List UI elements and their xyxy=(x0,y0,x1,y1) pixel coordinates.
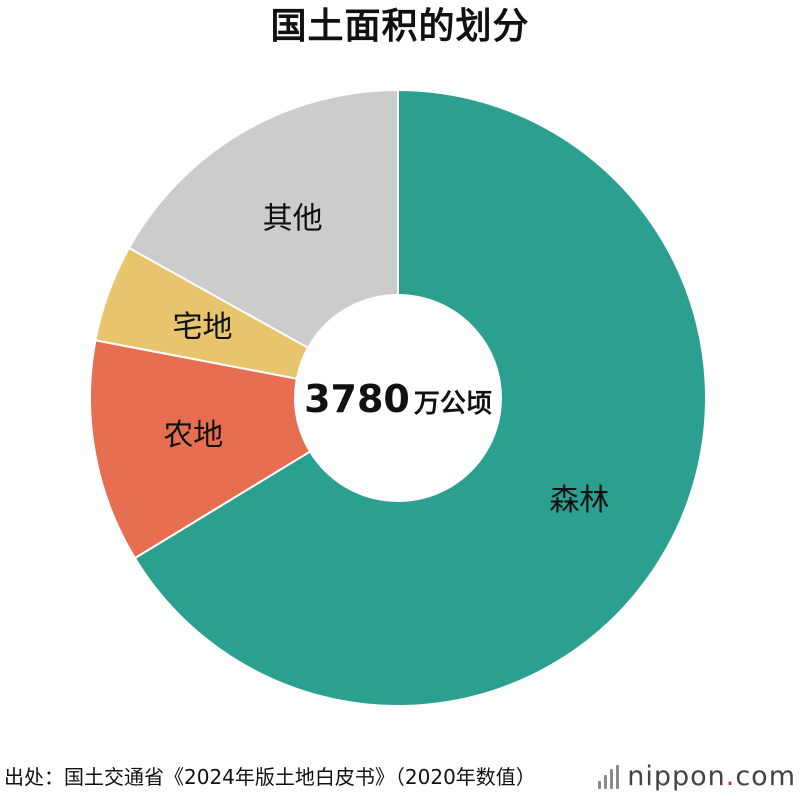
center-total-unit: 万公顷 xyxy=(414,389,492,419)
source-note: 出处：国土交通省《2024年版土地白皮书》（2020年数值） xyxy=(4,765,536,789)
slice-label-1: 农地 xyxy=(163,418,223,453)
slice-label-3: 其他 xyxy=(263,202,323,237)
footer: 出处：国土交通省《2024年版土地白皮书》（2020年数值） nippon.co… xyxy=(0,760,800,794)
brand-tld: com xyxy=(735,761,796,792)
slice-labels: 森林 农地 宅地 其他 xyxy=(163,202,609,518)
nippon-logo-text: nippon.com xyxy=(627,762,796,792)
donut-hole xyxy=(294,294,502,502)
nippon-logo-icon xyxy=(598,765,620,789)
center-total-value: 3780 xyxy=(304,377,410,421)
brand-name: nippon xyxy=(627,761,726,792)
slice-label-2: 宅地 xyxy=(173,310,233,345)
brand-dot: . xyxy=(725,761,736,792)
center-total: 3780 万公顷 xyxy=(304,377,492,421)
chart-title: 国土面积的划分 xyxy=(270,6,530,47)
nippon-logo: nippon.com xyxy=(598,762,796,792)
slice-label-0: 森林 xyxy=(549,483,609,518)
